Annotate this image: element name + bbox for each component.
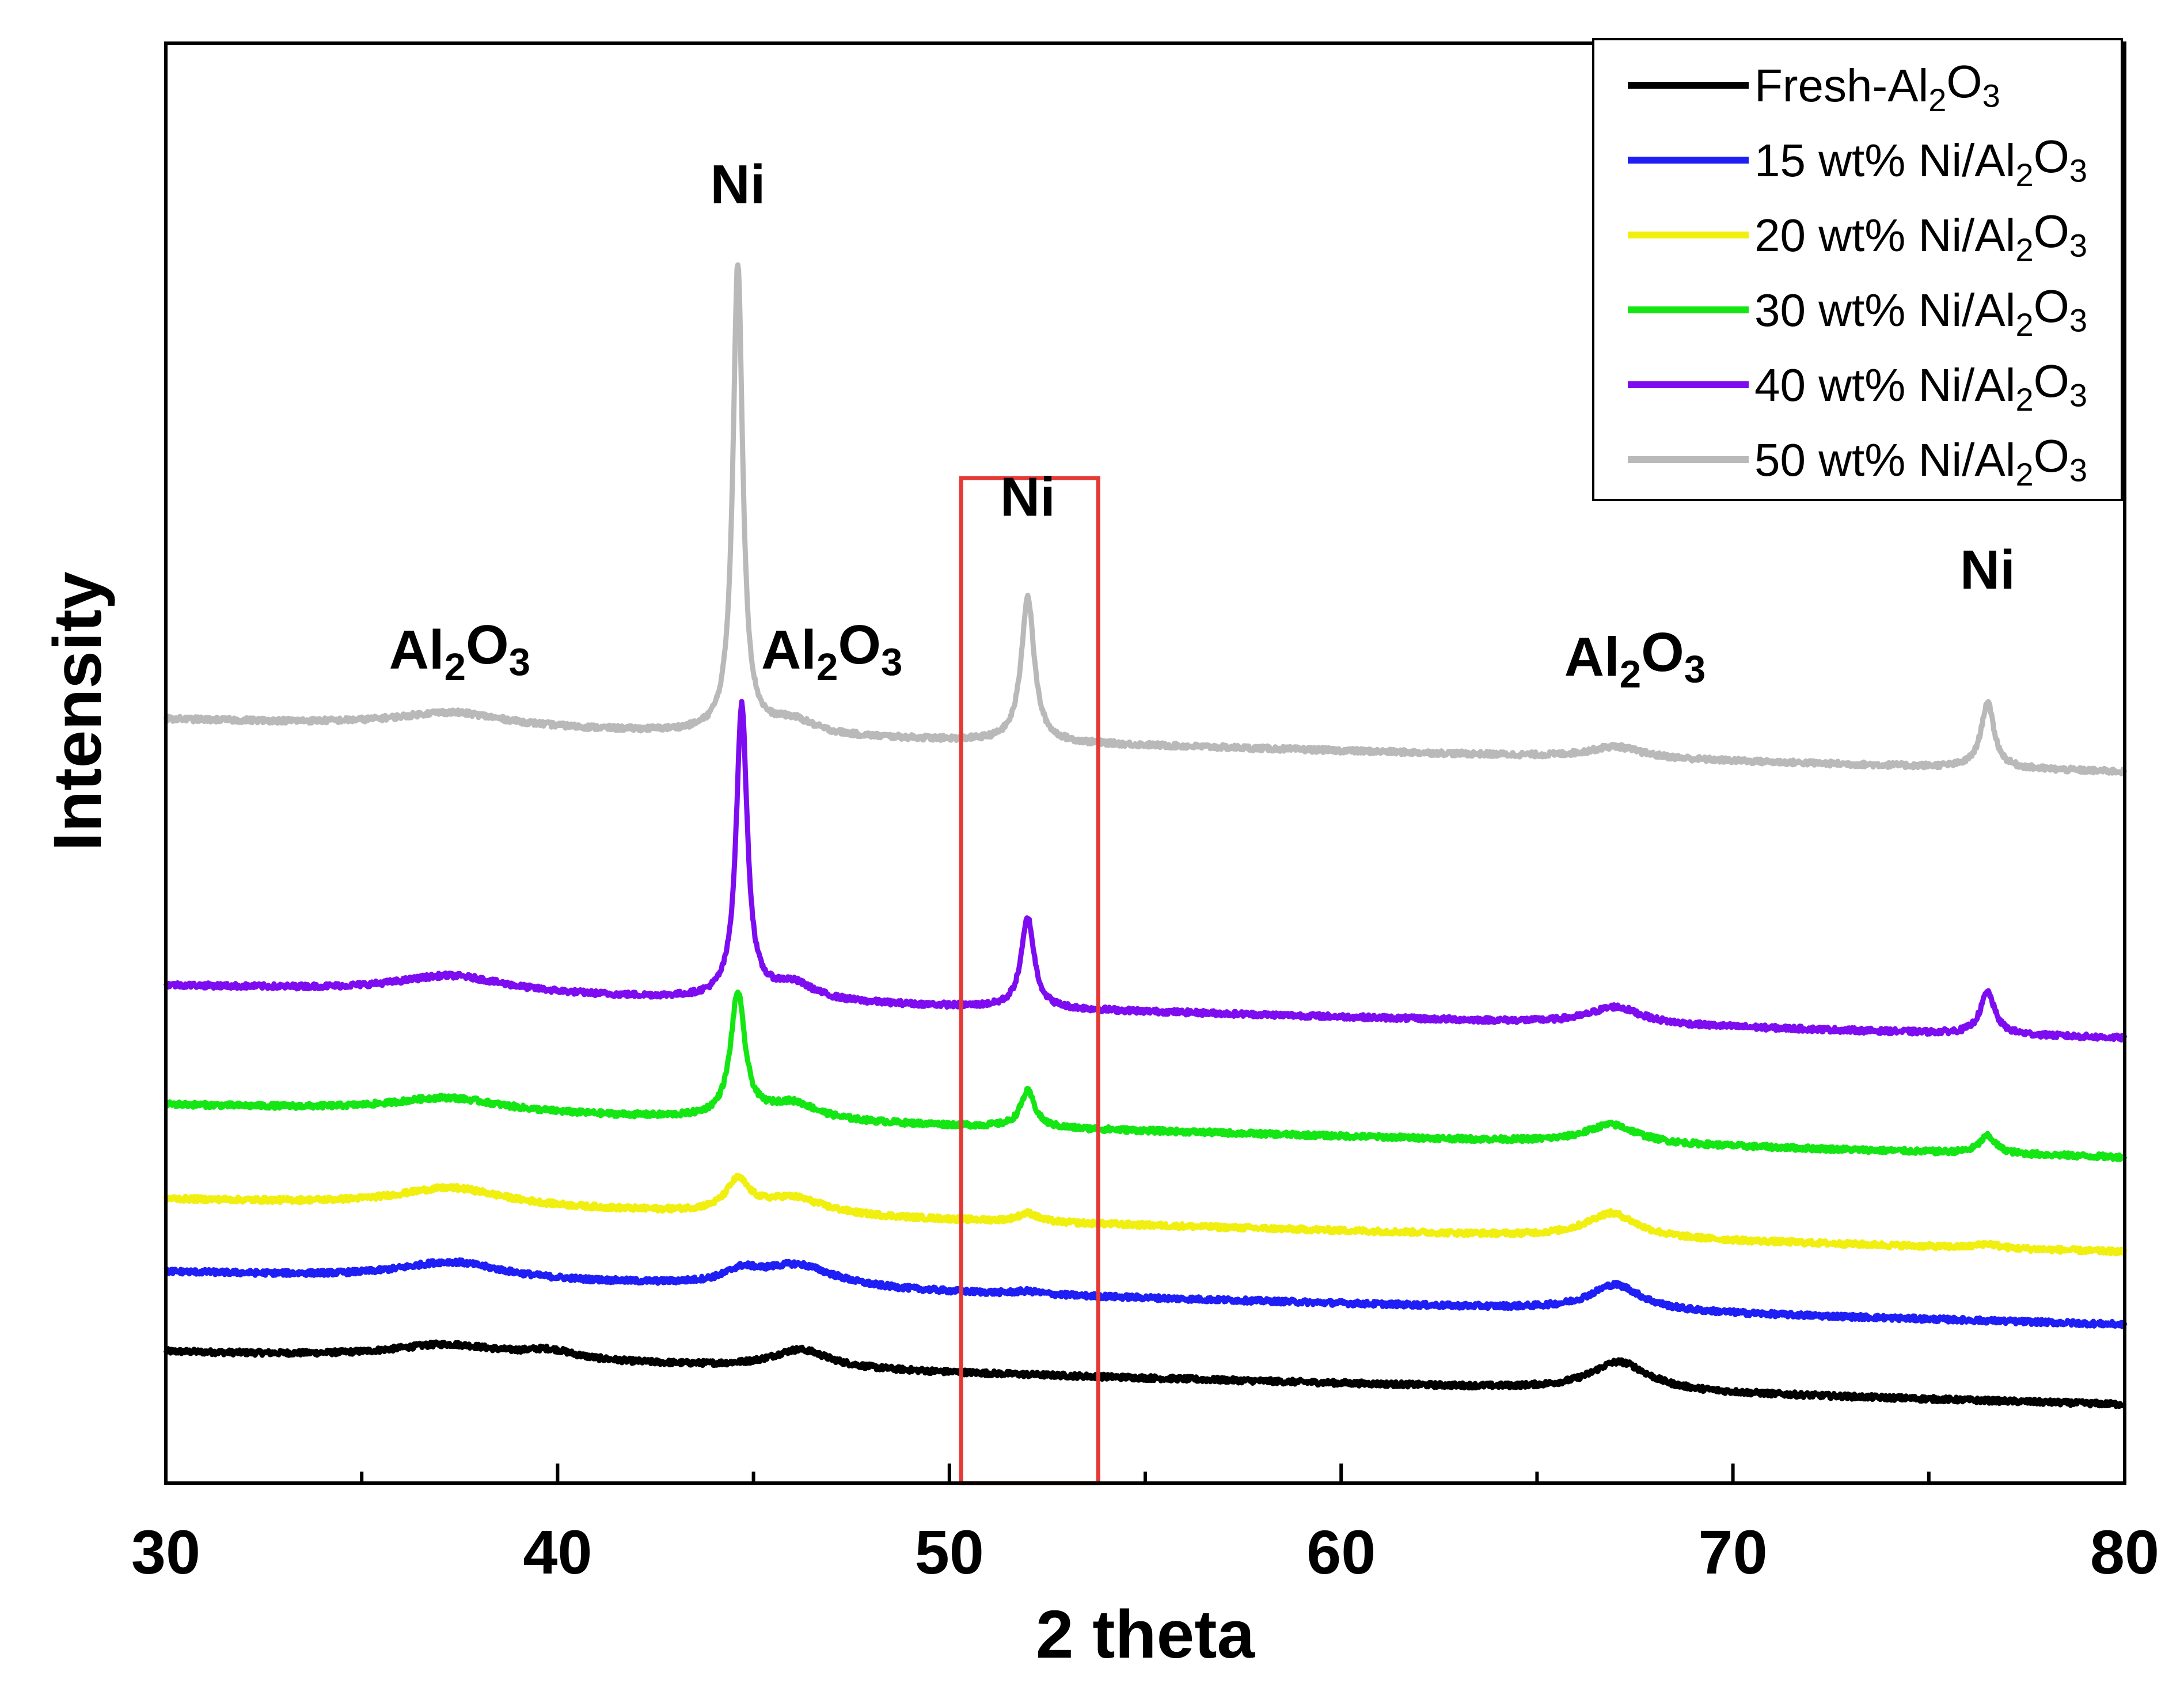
series-line-4	[164, 990, 2128, 1162]
peak-label-2: Ni	[1000, 467, 1055, 528]
axes: 30 40 50 60 70 80	[131, 41, 2159, 1587]
legend: Fresh-Al2O3 15 wt% Ni/Al2O3 20 wt% Ni/Al2O…	[1592, 38, 2123, 501]
legend-label-4: 30 wt% Ni/Al2O3	[1754, 280, 2087, 343]
x-tick-label: 70	[1699, 1517, 1768, 1587]
peak-label-5: Al2O3	[761, 614, 902, 689]
legend-label-1: Fresh-Al2O3	[1754, 56, 2000, 118]
x-tick-label: 60	[1306, 1517, 1376, 1587]
peak-label-3: Ni	[1960, 539, 2015, 601]
x-tick-label: 30	[131, 1517, 200, 1587]
peak-label-1: Ni	[710, 154, 765, 215]
y-axis-label: Intensity	[40, 571, 116, 851]
x-tick-label: 80	[2090, 1517, 2159, 1587]
x-tick-label: 40	[523, 1517, 592, 1587]
peak-label-6: Al2O3	[1564, 621, 1706, 696]
series-line-5	[163, 699, 2128, 1043]
peak-label-4: Al2O3	[389, 614, 530, 689]
series-line-6	[163, 262, 2128, 776]
x-tick-label: 50	[915, 1517, 984, 1587]
series-line-2	[164, 1257, 2128, 1329]
series-line-3	[163, 1173, 2128, 1257]
x-axis-label: 2 theta	[1036, 1597, 1256, 1673]
series-layer	[163, 262, 2128, 1409]
legend-label-6: 50 wt% Ni/Al2O3	[1754, 430, 2087, 492]
series-line-1	[163, 1339, 2127, 1409]
legend-label-5: 40 wt% Ni/Al2O3	[1754, 355, 2087, 418]
legend-label-3: 20 wt% Ni/Al2O3	[1754, 206, 2087, 268]
legend-box	[1592, 38, 2123, 501]
legend-label-2: 15 wt% Ni/Al2O3	[1754, 131, 2087, 193]
annotation-layer: Ni Ni Ni Al2O3 Al2O3 Al2O3	[389, 154, 2015, 696]
